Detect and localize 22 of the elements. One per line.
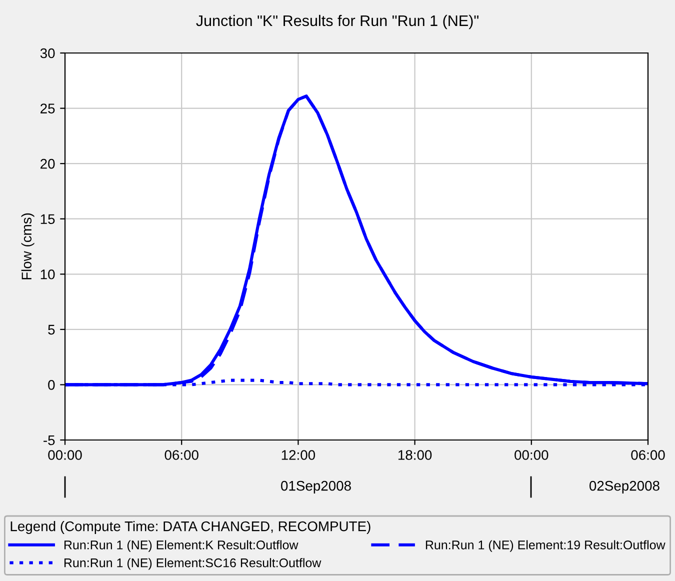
y-tick-label: 30 bbox=[40, 48, 55, 58]
chart-title: Junction "K" Results for Run "Run 1 (NE)" bbox=[196, 14, 478, 30]
y-axis-title: Flow (cms) bbox=[21, 213, 34, 280]
y-tick-label: 25 bbox=[40, 104, 55, 114]
legend-label: Run:Run 1 (NE) Element:K Result:Outflow bbox=[64, 540, 298, 552]
x-tick-label: 18:00 bbox=[398, 450, 432, 460]
x-tick-label: 06:00 bbox=[631, 450, 665, 460]
x-tick-label: 00:00 bbox=[514, 450, 548, 460]
x-tick-label: 12:00 bbox=[282, 450, 316, 460]
x-tick-label: 00:00 bbox=[48, 450, 82, 460]
legend-label: Run:Run 1 (NE) Element:SC16 Result:Outflow bbox=[64, 558, 322, 570]
y-tick-label: 15 bbox=[40, 214, 55, 224]
y-tick-label: 20 bbox=[40, 158, 55, 169]
y-tick-label: 10 bbox=[40, 269, 55, 280]
text: 02Sep2008 bbox=[589, 480, 660, 494]
legend-title: Legend (Compute Time: DATA CHANGED, RECOMPUTE) bbox=[10, 521, 370, 534]
x-tick-label: 06:00 bbox=[164, 450, 198, 460]
y-tick-label: 0 bbox=[48, 380, 55, 390]
legend-label: Run:Run 1 (NE) Element:19 Result:Outflow bbox=[426, 540, 666, 552]
y-tick-label: 5 bbox=[48, 324, 55, 335]
y-tick-label: -5 bbox=[44, 435, 55, 446]
text: 01Sep2008 bbox=[281, 480, 351, 494]
